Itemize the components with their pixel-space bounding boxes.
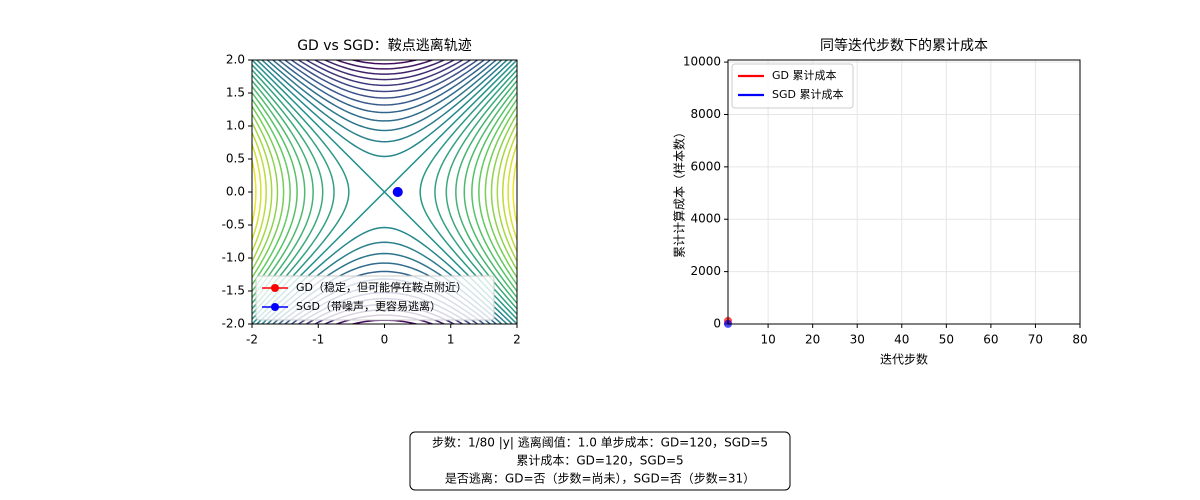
contour-line bbox=[252, 142, 262, 242]
y-tick-label: -0.5 bbox=[222, 218, 245, 232]
info-line: 是否逃离：GD=否（步数=尚未），SGD=否（步数=31） bbox=[445, 471, 755, 486]
contour-line bbox=[484, 105, 517, 279]
x-tick-label: 0 bbox=[381, 333, 389, 347]
x-tick-label: 70 bbox=[1028, 333, 1043, 347]
y-axis-label: 累计计算成本（样本数） bbox=[672, 126, 687, 258]
y-tick-label: -1.0 bbox=[222, 251, 245, 265]
contour-line bbox=[496, 121, 517, 263]
x-tick-label: 50 bbox=[939, 333, 954, 347]
contour-line bbox=[266, 60, 503, 132]
plot-frame bbox=[251, 59, 518, 325]
x-tick-label: 40 bbox=[894, 333, 909, 347]
y-tick-label: 8000 bbox=[690, 107, 721, 121]
contour-line bbox=[471, 91, 517, 293]
contour-line bbox=[277, 60, 492, 114]
contour-line bbox=[252, 112, 279, 272]
contour-line bbox=[260, 60, 509, 143]
y-tick-label: 6000 bbox=[690, 159, 721, 173]
chart-title: GD vs SGD：鞍点逃离轨迹 bbox=[297, 37, 472, 54]
contour-line bbox=[349, 319, 420, 324]
contour-line bbox=[252, 98, 291, 286]
x-tick-label: 2 bbox=[513, 333, 521, 347]
x-tick-label: 30 bbox=[850, 333, 865, 347]
legend-label: SGD（带噪声，更容易逃离） bbox=[296, 299, 441, 313]
contour-line bbox=[463, 85, 517, 299]
info-box bbox=[409, 431, 791, 491]
contour-line bbox=[252, 91, 298, 293]
info-line: 步数：1/80 |y| 逃离阈值：1.0 单步成本：GD=120，SGD=5 bbox=[432, 435, 768, 450]
contour-line bbox=[283, 60, 486, 106]
x-tick-label: 60 bbox=[983, 333, 998, 347]
contour-group bbox=[252, 47, 582, 337]
contour-line bbox=[512, 157, 517, 227]
x-tick-label: 10 bbox=[760, 333, 775, 347]
legend-label: GD 累计成本 bbox=[772, 68, 837, 82]
contour-line bbox=[290, 60, 479, 99]
chart-title: 同等迭代步数下的累计成本 bbox=[820, 37, 988, 54]
contour-line bbox=[478, 98, 517, 286]
contour-line bbox=[252, 157, 257, 227]
contour-line bbox=[445, 74, 517, 310]
contour-line bbox=[507, 142, 517, 242]
legend-marker bbox=[271, 284, 279, 292]
contour-line bbox=[323, 60, 446, 75]
contour-line bbox=[313, 60, 456, 81]
y-tick-label: 4000 bbox=[690, 212, 721, 226]
x-tick-label: 1 bbox=[447, 333, 455, 347]
contour-line bbox=[304, 60, 465, 87]
point bbox=[392, 187, 403, 197]
y-tick-label: 2000 bbox=[690, 264, 721, 278]
plot-frame bbox=[727, 59, 1081, 325]
contour-line bbox=[297, 60, 472, 93]
contour-line bbox=[518, 47, 582, 337]
legend-box bbox=[255, 275, 495, 321]
y-tick-label: 0.0 bbox=[226, 185, 245, 199]
x-tick-label: -2 bbox=[246, 333, 258, 347]
contour-line bbox=[502, 130, 517, 254]
contour-line bbox=[334, 60, 435, 70]
y-tick-label: -1.5 bbox=[222, 284, 245, 298]
y-tick-label: 0.5 bbox=[226, 152, 245, 166]
legend-label: GD（稳定，但可能停在鞍点附近） bbox=[296, 280, 467, 294]
y-tick-label: -2.0 bbox=[222, 317, 245, 331]
contour-line bbox=[490, 112, 517, 272]
info-line: 累计成本：GD=120，SGD=5 bbox=[516, 454, 683, 468]
contour-line bbox=[271, 60, 498, 122]
x-tick-label: -1 bbox=[312, 333, 324, 347]
y-tick-label: 2.0 bbox=[226, 53, 245, 67]
legend-label: SGD 累计成本 bbox=[772, 87, 843, 101]
y-tick-label: 0 bbox=[713, 317, 721, 331]
contour-line bbox=[455, 79, 517, 305]
x-tick-label: 20 bbox=[805, 333, 820, 347]
y-tick-label: 1.5 bbox=[226, 86, 245, 100]
contour-line bbox=[349, 60, 420, 65]
contour-line bbox=[255, 60, 514, 158]
contour-line bbox=[252, 130, 267, 254]
y-tick-label: 1.0 bbox=[226, 119, 245, 133]
x-axis-label: 迭代步数 bbox=[880, 352, 928, 367]
legend-marker bbox=[271, 303, 279, 311]
contour-line bbox=[252, 121, 273, 263]
contour-line bbox=[252, 105, 285, 279]
x-tick-label: 80 bbox=[1072, 333, 1087, 347]
y-tick-label: 10000 bbox=[683, 55, 721, 69]
